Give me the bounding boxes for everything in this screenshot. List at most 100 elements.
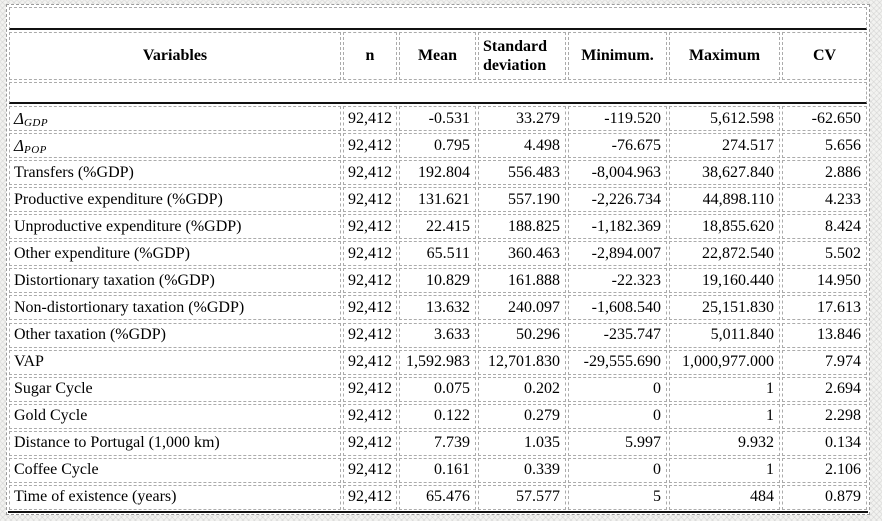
table-cell-variable: Distance to Portugal (1,000 km) [9,430,341,456]
table-cell-min: 5 [568,484,667,510]
table-cell-mean: 22.415 [399,214,476,240]
table-cell-min: 0 [568,457,667,483]
table-cell-n: 92,412 [343,322,397,348]
table-cell-cv: 2.694 [782,376,867,402]
table-cell-min: -76.675 [568,133,667,159]
table-cell-mean: 0.122 [399,403,476,429]
table-cell-cv: 2.106 [782,457,867,483]
table-cell-mean: 65.511 [399,241,476,267]
table-cell-variable: Other taxation (%GDP) [9,322,341,348]
table-cell-min: -1,608.540 [568,295,667,321]
table-cell-n: 92,412 [343,214,397,240]
column-header-maximum: Maximum [669,32,780,80]
table-cell-mean: 7.739 [399,430,476,456]
table-cell-cv: 2.298 [782,403,867,429]
table-row: Transfers (%GDP) 92,412 192.804 556.483 -8,0… [8,159,868,186]
table-cell-n: 92,412 [343,133,397,159]
table-cell-sd: 0.339 [478,457,566,483]
table-cell-variable: Δ GDP [9,106,341,131]
table-row: Sugar Cycle 92,412 0.075 0.202 0 1 2.694 [8,376,868,403]
column-header-minimum: Minimum. [568,32,667,80]
table-cell-min: 0 [568,376,667,402]
table-cell-mean: 65.476 [399,484,476,510]
table-cell-mean: 3.633 [399,322,476,348]
table-cell-cv: 2.886 [782,160,867,186]
table-cell-sd: 556.483 [478,160,566,186]
variable-subscript: GDP [23,116,49,129]
table-cell-max: 274.517 [669,133,780,159]
table-cell-min: -235.747 [568,322,667,348]
table-row: Productive expenditure (%GDP) 92,412 131.6… [8,186,868,213]
table-cell-min: -2,894.007 [568,241,667,267]
table-cell-mean: 0.075 [399,376,476,402]
table-cell-sd: 12,701.830 [478,349,566,375]
table-cell-max: 18,855.620 [669,214,780,240]
table-cell-min: -119.520 [568,106,667,131]
table-cell-min: 5.997 [568,430,667,456]
table-cell-min: -29,555.690 [568,349,667,375]
descriptive-statistics-table: Variables n Mean Standard deviation Mini… [6,4,870,515]
table-cell-n: 92,412 [343,457,397,483]
table-row: Δ GDP 92,412 -0.531 33.279 -119.520 5,612.598-… [8,105,868,132]
table-cell-max: 1,000,977.000 [669,349,780,375]
table-body: Δ GDP 92,412 -0.531 33.279 -119.520 5,612.598-… [8,105,868,513]
table-cell-cv: 4.233 [782,187,867,213]
variable-subscript: POP [23,143,47,156]
table-cell-max: 5,612.598 [669,106,780,131]
table-cell-cv: 13.846 [782,322,867,348]
table-cell-sd: 188.825 [478,214,566,240]
table-cell-variable: Gold Cycle [9,403,341,429]
table-cell-n: 92,412 [343,295,397,321]
table-row: VAP 92,412 1,592.983 12,701.830 -29,555.690 1… [8,349,868,376]
column-header-standard-deviation: Standard deviation [478,32,566,80]
table-cell-variable: Distortionary taxation (%GDP) [9,268,341,294]
table-cell-sd: 0.279 [478,403,566,429]
table-cell-max: 1 [669,457,780,483]
table-cell-n: 92,412 [343,484,397,510]
table-row: Coffee Cycle 92,412 0.161 0.339 0 1 2.106 [8,457,868,484]
table-cell-cv: 5.502 [782,241,867,267]
header-rule [9,82,867,104]
table-row: Gold Cycle 92,412 0.122 0.279 0 1 2.298 [8,403,868,430]
table-cell-n: 92,412 [343,349,397,375]
table-cell-mean: 192.804 [399,160,476,186]
table-cell-mean: 10.829 [399,268,476,294]
table-cell-variable: Other expenditure (%GDP) [9,241,341,267]
table-cell-max: 38,627.840 [669,160,780,186]
table-cell-mean: 0.161 [399,457,476,483]
table-cell-n: 92,412 [343,430,397,456]
table-row: Non-distortionary taxation (%GDP) 92,412 1… [8,294,868,321]
table-cell-n: 92,412 [343,403,397,429]
table-cell-variable: Coffee Cycle [9,457,341,483]
table-cell-sd: 161.888 [478,268,566,294]
table-cell-cv: 8.424 [782,214,867,240]
table-cell-sd: 557.190 [478,187,566,213]
table-row: Δ POP 92,412 0.795 4.498 -76.675 274.517 5.656 [8,132,868,159]
delta-symbol: Δ [14,135,24,155]
table-row: Other expenditure (%GDP) 92,412 65.511 360.… [8,240,868,267]
table-cell-n: 92,412 [343,376,397,402]
table-cell-max: 25,151.830 [669,295,780,321]
table-cell-sd: 33.279 [478,106,566,131]
table-cell-cv: 14.950 [782,268,867,294]
column-header-mean: Mean [399,32,476,80]
table-row: Other taxation (%GDP) 92,412 3.633 50.296 -2… [8,322,868,349]
table-cell-mean: 1,592.983 [399,349,476,375]
table-cell-variable: Time of existence (years) [9,484,341,510]
table-cell-max: 22,872.540 [669,241,780,267]
table-cell-max: 1 [669,376,780,402]
table-cell-sd: 50.296 [478,322,566,348]
table-row: Distortionary taxation (%GDP) 92,412 10.82… [8,267,868,294]
table-cell-n: 92,412 [343,187,397,213]
table-row: Distance to Portugal (1,000 km) 92,412 7.7… [8,430,868,457]
table-cell-cv: 17.613 [782,295,867,321]
table-cell-max: 1 [669,403,780,429]
table-cell-max: 44,898.110 [669,187,780,213]
column-header-n: n [343,32,397,80]
table-cell-variable: Non-distortionary taxation (%GDP) [9,295,341,321]
table-cell-variable: Productive expenditure (%GDP) [9,187,341,213]
table-cell-n: 92,412 [343,268,397,294]
table-cell-cv: -62.650 [782,106,867,131]
table-cell-mean: 13.632 [399,295,476,321]
table-cell-cv: 7.974 [782,349,867,375]
